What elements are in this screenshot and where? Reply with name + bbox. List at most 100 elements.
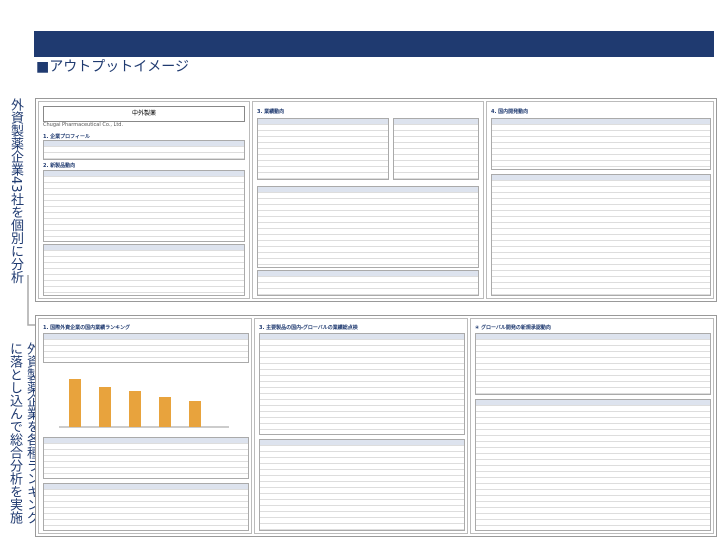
table-row bbox=[44, 444, 248, 450]
table-row bbox=[44, 514, 248, 520]
performance-page: 3. 業績動向 bbox=[252, 101, 484, 299]
table-row bbox=[260, 458, 464, 464]
table-row bbox=[476, 430, 710, 436]
table-row bbox=[44, 245, 244, 251]
table-row bbox=[260, 446, 464, 452]
table-row bbox=[258, 167, 388, 173]
table-row bbox=[258, 193, 478, 199]
product-page: 3. 主要製品の国内・グローバルの業績総点検 bbox=[254, 318, 468, 534]
table-row bbox=[260, 518, 464, 524]
table-row bbox=[476, 442, 710, 448]
table-row bbox=[260, 418, 464, 424]
profile-page: 中外製薬 Chugai Pharmaceutical Co., Ltd. 1. … bbox=[38, 101, 250, 299]
table-row bbox=[260, 346, 464, 352]
table-row bbox=[476, 400, 710, 406]
table-row bbox=[44, 207, 244, 213]
table-row bbox=[260, 364, 464, 370]
table-thumbnail bbox=[43, 140, 245, 160]
approval-page: ④ グローバル開発の新規承認動向 bbox=[470, 318, 714, 534]
table-row bbox=[476, 412, 710, 418]
side-note: 外資製薬企業43社を個別に分析 bbox=[8, 98, 23, 284]
table-row bbox=[476, 502, 710, 508]
table-row bbox=[258, 125, 388, 131]
pipeline-page: 4. 国内開発動向 bbox=[486, 101, 714, 299]
table-row bbox=[44, 141, 244, 147]
table-row bbox=[492, 271, 710, 277]
table-row bbox=[258, 289, 478, 295]
table-row bbox=[258, 187, 478, 193]
table-row bbox=[476, 340, 710, 346]
table-row bbox=[476, 460, 710, 466]
table-row bbox=[260, 440, 464, 446]
table-row bbox=[492, 149, 710, 155]
table-row bbox=[476, 346, 710, 352]
decor-chart bbox=[59, 379, 229, 428]
table-row bbox=[476, 370, 710, 376]
table-row bbox=[476, 406, 710, 412]
report-bottom: 1. 国際外資企業の国内業績ランキング 3. 主要製品の国内・グローバルの業績総… bbox=[35, 315, 717, 537]
table-row bbox=[44, 195, 244, 201]
table-row bbox=[44, 275, 244, 281]
table-row bbox=[44, 462, 248, 468]
table-row bbox=[258, 199, 478, 205]
table-row bbox=[492, 155, 710, 161]
table-row bbox=[394, 125, 478, 131]
table-row bbox=[492, 277, 710, 283]
table-row bbox=[258, 217, 478, 223]
slide-title: ■アウトプットイメージ bbox=[36, 59, 189, 75]
table-row bbox=[492, 253, 710, 259]
table-row bbox=[260, 464, 464, 470]
table-row bbox=[258, 247, 478, 253]
table-row bbox=[258, 211, 478, 217]
table-row bbox=[492, 137, 710, 143]
table-row bbox=[44, 484, 248, 490]
table-row bbox=[260, 400, 464, 406]
table-row bbox=[44, 225, 244, 231]
table-row bbox=[476, 418, 710, 424]
table-row bbox=[44, 171, 244, 177]
table-row bbox=[260, 500, 464, 506]
table-row bbox=[44, 183, 244, 189]
table-row bbox=[44, 346, 248, 352]
header-bar bbox=[34, 31, 714, 57]
table-row bbox=[492, 143, 710, 149]
table-thumbnail bbox=[491, 118, 711, 170]
table-row bbox=[260, 506, 464, 512]
table-row bbox=[476, 376, 710, 382]
table-thumbnail bbox=[259, 333, 465, 435]
table-row bbox=[260, 424, 464, 430]
table-row bbox=[44, 508, 248, 514]
table-row bbox=[258, 253, 478, 259]
table-row bbox=[492, 193, 710, 199]
table-row bbox=[258, 143, 388, 149]
table-row bbox=[258, 277, 478, 283]
table-row bbox=[394, 137, 478, 143]
table-row bbox=[492, 259, 710, 265]
table-row bbox=[260, 512, 464, 518]
table-row bbox=[260, 394, 464, 400]
table-row bbox=[476, 448, 710, 454]
table-row bbox=[258, 229, 478, 235]
table-row bbox=[476, 436, 710, 442]
table-row bbox=[44, 340, 248, 346]
table-thumbnail bbox=[257, 118, 389, 180]
table-row bbox=[260, 376, 464, 382]
table-row bbox=[44, 269, 244, 275]
table-thumbnail bbox=[43, 483, 249, 531]
table-row bbox=[476, 364, 710, 370]
company-en: Chugai Pharmaceutical Co., Ltd. bbox=[43, 122, 124, 128]
table-row bbox=[258, 173, 388, 179]
table-row bbox=[260, 388, 464, 394]
table-row bbox=[260, 340, 464, 346]
table-row bbox=[492, 229, 710, 235]
section-title: 3. 主要製品の国内・グローバルの業績総点検 bbox=[259, 325, 358, 331]
table-row bbox=[476, 388, 710, 394]
table-thumbnail bbox=[43, 170, 245, 242]
table-row bbox=[492, 175, 710, 181]
table-row bbox=[44, 189, 244, 195]
section-title: 3. 業績動向 bbox=[257, 109, 285, 115]
table-thumbnail bbox=[257, 186, 479, 268]
table-row bbox=[258, 241, 478, 247]
table-thumbnail bbox=[393, 118, 479, 180]
table-row bbox=[492, 265, 710, 271]
